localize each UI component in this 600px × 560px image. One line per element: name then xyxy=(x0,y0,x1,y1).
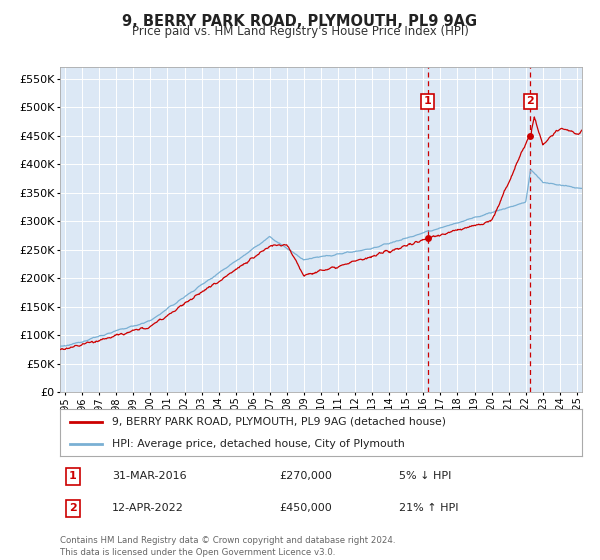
Text: 21% ↑ HPI: 21% ↑ HPI xyxy=(400,503,459,514)
Text: 1: 1 xyxy=(69,471,77,481)
Text: Price paid vs. HM Land Registry's House Price Index (HPI): Price paid vs. HM Land Registry's House … xyxy=(131,25,469,38)
Text: 9, BERRY PARK ROAD, PLYMOUTH, PL9 9AG: 9, BERRY PARK ROAD, PLYMOUTH, PL9 9AG xyxy=(122,14,478,29)
Text: 5% ↓ HPI: 5% ↓ HPI xyxy=(400,471,452,481)
Text: £450,000: £450,000 xyxy=(279,503,332,514)
Text: 9, BERRY PARK ROAD, PLYMOUTH, PL9 9AG (detached house): 9, BERRY PARK ROAD, PLYMOUTH, PL9 9AG (d… xyxy=(112,417,446,427)
Text: 1: 1 xyxy=(424,96,431,106)
Text: 2: 2 xyxy=(69,503,77,514)
Text: Contains HM Land Registry data © Crown copyright and database right 2024.
This d: Contains HM Land Registry data © Crown c… xyxy=(60,536,395,557)
Text: 12-APR-2022: 12-APR-2022 xyxy=(112,503,184,514)
Text: 31-MAR-2016: 31-MAR-2016 xyxy=(112,471,187,481)
Text: HPI: Average price, detached house, City of Plymouth: HPI: Average price, detached house, City… xyxy=(112,438,405,449)
Text: 2: 2 xyxy=(527,96,535,106)
Text: £270,000: £270,000 xyxy=(279,471,332,481)
